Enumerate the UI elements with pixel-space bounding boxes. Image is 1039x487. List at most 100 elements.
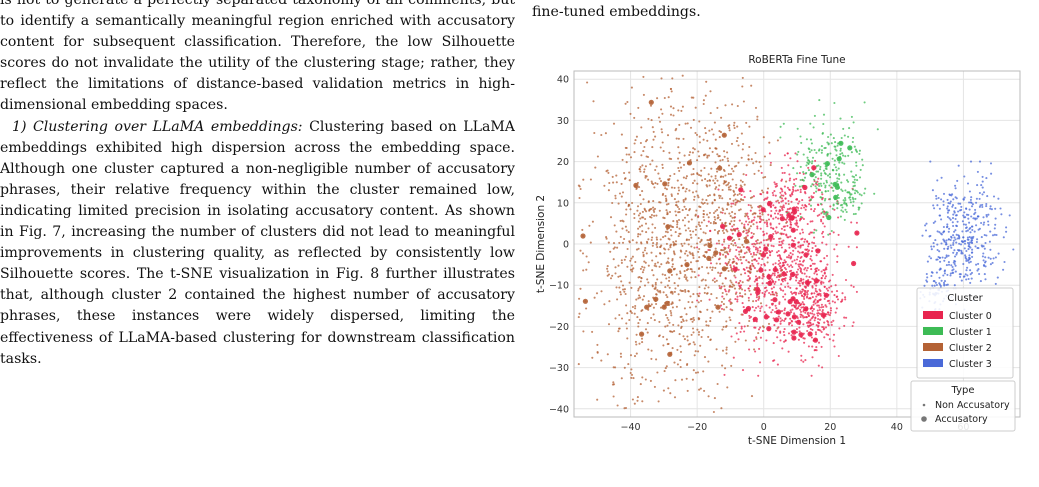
point-non-accusatory bbox=[696, 371, 700, 374]
point-non-accusatory bbox=[612, 122, 616, 125]
point-non-accusatory bbox=[693, 179, 696, 182]
point-non-accusatory bbox=[673, 282, 676, 285]
point-non-accusatory bbox=[1005, 226, 1008, 229]
point-non-accusatory bbox=[607, 241, 610, 244]
point-non-accusatory bbox=[777, 249, 780, 253]
point-non-accusatory bbox=[696, 182, 699, 185]
point-non-accusatory bbox=[803, 297, 806, 300]
point-non-accusatory bbox=[936, 179, 939, 182]
point-non-accusatory bbox=[802, 260, 805, 263]
point-non-accusatory bbox=[790, 334, 793, 337]
point-non-accusatory bbox=[829, 279, 832, 282]
point-non-accusatory bbox=[643, 249, 646, 252]
point-non-accusatory bbox=[924, 224, 927, 227]
point-non-accusatory bbox=[748, 316, 751, 320]
point-accusatory bbox=[766, 274, 772, 280]
point-non-accusatory bbox=[873, 192, 876, 195]
point-non-accusatory bbox=[788, 323, 791, 326]
point-non-accusatory bbox=[743, 237, 746, 240]
point-non-accusatory bbox=[932, 280, 935, 283]
point-non-accusatory bbox=[813, 349, 816, 352]
point-non-accusatory bbox=[853, 178, 856, 181]
point-non-accusatory bbox=[832, 231, 835, 234]
point-non-accusatory bbox=[801, 290, 804, 293]
point-non-accusatory bbox=[633, 142, 636, 145]
point-non-accusatory bbox=[758, 295, 761, 298]
point-non-accusatory bbox=[692, 316, 695, 319]
point-non-accusatory bbox=[591, 220, 594, 223]
point-non-accusatory bbox=[821, 308, 824, 312]
point-non-accusatory bbox=[585, 268, 588, 271]
point-non-accusatory bbox=[828, 173, 831, 176]
point-non-accusatory bbox=[779, 331, 782, 334]
point-non-accusatory bbox=[734, 298, 737, 301]
point-non-accusatory bbox=[947, 238, 950, 241]
point-non-accusatory bbox=[704, 127, 707, 130]
point-non-accusatory bbox=[780, 288, 783, 292]
point-non-accusatory bbox=[955, 197, 958, 200]
point-non-accusatory bbox=[709, 241, 713, 244]
point-non-accusatory bbox=[734, 201, 737, 204]
point-non-accusatory bbox=[843, 316, 846, 319]
point-non-accusatory bbox=[772, 286, 775, 289]
point-non-accusatory bbox=[717, 188, 720, 191]
point-non-accusatory bbox=[769, 251, 772, 254]
point-non-accusatory bbox=[939, 232, 942, 235]
point-non-accusatory bbox=[755, 337, 758, 341]
point-non-accusatory bbox=[634, 304, 637, 308]
point-non-accusatory bbox=[664, 286, 667, 289]
point-non-accusatory bbox=[699, 227, 702, 231]
point-non-accusatory bbox=[819, 165, 822, 168]
point-non-accusatory bbox=[716, 214, 720, 217]
point-non-accusatory bbox=[594, 166, 597, 169]
point-non-accusatory bbox=[684, 259, 687, 262]
point-non-accusatory bbox=[730, 302, 733, 305]
point-non-accusatory bbox=[964, 254, 967, 257]
point-non-accusatory bbox=[836, 260, 839, 263]
point-non-accusatory bbox=[741, 180, 744, 183]
point-non-accusatory bbox=[611, 383, 615, 386]
point-non-accusatory bbox=[943, 272, 946, 275]
point-non-accusatory bbox=[670, 314, 673, 317]
point-accusatory bbox=[766, 326, 772, 332]
point-non-accusatory bbox=[813, 272, 816, 275]
point-non-accusatory bbox=[723, 285, 726, 288]
point-non-accusatory bbox=[804, 285, 807, 288]
point-non-accusatory bbox=[795, 198, 799, 201]
point-non-accusatory bbox=[800, 207, 803, 210]
point-non-accusatory bbox=[747, 223, 750, 226]
point-non-accusatory bbox=[649, 379, 652, 382]
point-non-accusatory bbox=[644, 140, 648, 143]
point-non-accusatory bbox=[929, 257, 933, 260]
point-non-accusatory bbox=[946, 205, 949, 208]
point-non-accusatory bbox=[941, 256, 944, 259]
point-non-accusatory bbox=[741, 288, 744, 291]
point-non-accusatory bbox=[839, 117, 842, 120]
point-non-accusatory bbox=[946, 273, 949, 276]
point-non-accusatory bbox=[786, 236, 789, 239]
point-non-accusatory bbox=[786, 224, 789, 227]
point-non-accusatory bbox=[657, 116, 661, 119]
point-non-accusatory bbox=[779, 257, 782, 260]
point-non-accusatory bbox=[961, 252, 964, 255]
point-non-accusatory bbox=[842, 127, 845, 130]
point-non-accusatory bbox=[796, 153, 799, 156]
point-non-accusatory bbox=[763, 311, 766, 314]
point-non-accusatory bbox=[989, 248, 992, 251]
point-non-accusatory bbox=[732, 223, 736, 226]
point-non-accusatory bbox=[633, 151, 636, 154]
subsection-body: Clustering based on LLaMA embeddings exh… bbox=[0, 118, 515, 367]
point-non-accusatory bbox=[817, 341, 821, 344]
point-non-accusatory bbox=[675, 214, 678, 217]
point-non-accusatory bbox=[615, 174, 618, 177]
point-non-accusatory bbox=[740, 132, 743, 135]
point-non-accusatory bbox=[794, 237, 797, 240]
point-non-accusatory bbox=[692, 293, 695, 296]
point-non-accusatory bbox=[815, 290, 818, 293]
point-non-accusatory bbox=[743, 255, 746, 259]
point-non-accusatory bbox=[683, 242, 686, 245]
point-non-accusatory bbox=[845, 202, 848, 205]
point-non-accusatory bbox=[712, 220, 716, 223]
point-non-accusatory bbox=[638, 342, 641, 345]
point-non-accusatory bbox=[966, 182, 970, 185]
